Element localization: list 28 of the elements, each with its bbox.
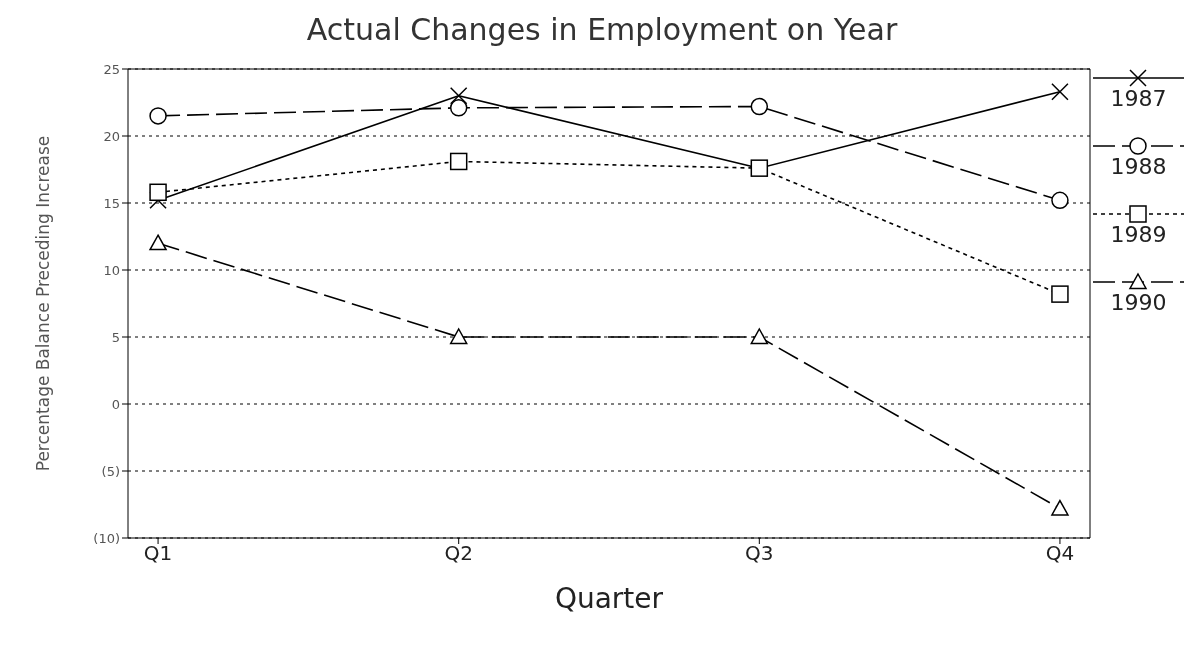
- point: [1051, 191, 1069, 210]
- x-tick-label: Q2: [444, 541, 473, 566]
- x-tick-label: Q1: [143, 541, 173, 566]
- point: [449, 152, 468, 171]
- x-tick-label: Q4: [1045, 541, 1075, 566]
- point: [750, 328, 769, 345]
- y-tick-label: (5): [101, 463, 120, 479]
- legend-label: 1988: [1109, 154, 1168, 179]
- y-tick-label: 10: [103, 262, 120, 278]
- point: [1051, 83, 1069, 101]
- x-axis-title: Quarter: [554, 582, 664, 615]
- legend-label: 1990: [1109, 290, 1168, 315]
- point: [149, 183, 167, 202]
- point: [449, 328, 468, 345]
- y-axis-title: Percentage Balance Preceding Increase: [33, 135, 54, 472]
- legend-label: 1989: [1109, 222, 1168, 247]
- x-tick-label: Q3: [745, 541, 774, 566]
- point: [149, 234, 167, 251]
- y-tick-label: 5: [111, 329, 120, 345]
- y-tick-label: 0: [111, 396, 120, 412]
- y-tick-label: 25: [103, 61, 120, 77]
- chart-title: Actual Changes in Employment on Year: [305, 11, 899, 48]
- legend-label: 1987: [1109, 86, 1168, 111]
- y-tick-label: (10): [93, 530, 120, 546]
- point: [449, 87, 468, 105]
- y-tick-label: 15: [103, 195, 120, 211]
- y-tick-label: 20: [103, 128, 120, 144]
- point: [1051, 499, 1069, 516]
